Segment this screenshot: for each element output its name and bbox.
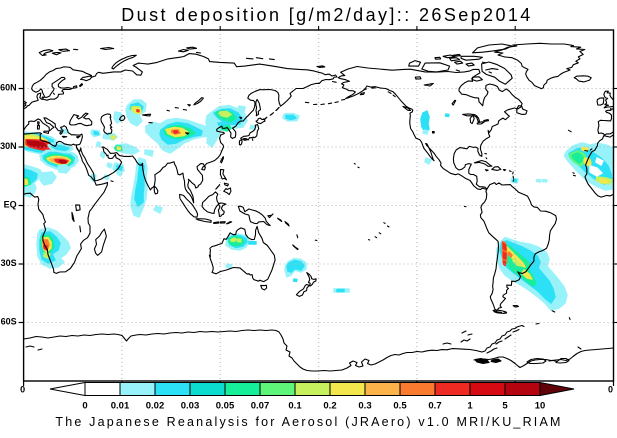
svg-text:30N: 30N xyxy=(0,141,17,151)
svg-text:0: 0 xyxy=(608,385,613,395)
svg-text:0.3: 0.3 xyxy=(358,401,371,412)
svg-text:Dust deposition [g/m2/day]:: 2: Dust deposition [g/m2/day]:: 26Sep2014 xyxy=(121,5,532,25)
svg-text:30S: 30S xyxy=(1,258,17,268)
svg-text:0.02: 0.02 xyxy=(146,401,165,412)
svg-text:0.03: 0.03 xyxy=(181,401,200,412)
svg-text:0: 0 xyxy=(82,401,87,412)
svg-text:0.5: 0.5 xyxy=(393,401,407,412)
svg-text:0.07: 0.07 xyxy=(251,401,270,412)
svg-text:1: 1 xyxy=(467,401,473,412)
svg-text:0.01: 0.01 xyxy=(111,401,130,412)
svg-text:5: 5 xyxy=(502,401,508,412)
svg-text:0.7: 0.7 xyxy=(428,401,441,412)
svg-text:EQ: EQ xyxy=(4,199,17,209)
svg-text:0: 0 xyxy=(20,385,25,395)
svg-text:60S: 60S xyxy=(1,316,17,326)
svg-text:10: 10 xyxy=(535,401,546,412)
svg-text:0.1: 0.1 xyxy=(288,401,302,412)
svg-text:0.2: 0.2 xyxy=(323,401,336,412)
svg-text:60N: 60N xyxy=(0,82,17,92)
svg-text:The Japanese Reanalysis for Ae: The Japanese Reanalysis for Aerosol (JRA… xyxy=(55,415,562,429)
svg-text:0.05: 0.05 xyxy=(216,401,235,412)
